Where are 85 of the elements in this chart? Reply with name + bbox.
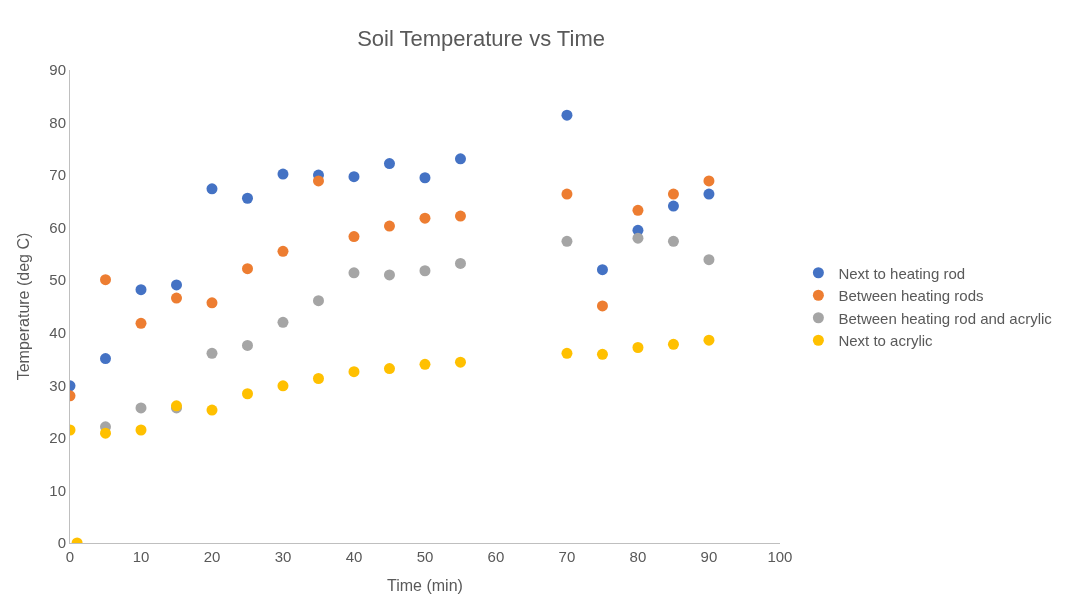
point <box>383 269 395 281</box>
y-tick-label: 70 <box>49 166 66 184</box>
point <box>277 245 289 257</box>
point <box>348 267 360 279</box>
x-tick-label: 20 <box>203 548 221 565</box>
point <box>703 188 715 200</box>
point <box>348 366 360 378</box>
point <box>383 220 395 232</box>
point <box>277 168 289 180</box>
y-tick-label: 80 <box>49 113 66 131</box>
y-tick-label: 60 <box>49 218 66 236</box>
point <box>454 210 466 222</box>
point <box>312 295 324 307</box>
point <box>206 347 218 359</box>
y-tick-label: 20 <box>49 429 66 447</box>
point <box>170 279 182 291</box>
point <box>419 212 431 224</box>
point <box>667 188 679 200</box>
point <box>135 284 147 296</box>
point <box>277 316 289 328</box>
point <box>667 200 679 212</box>
point <box>170 292 182 304</box>
x-tick-label: 60 <box>487 548 505 565</box>
point <box>241 388 253 400</box>
x-tick-label: 50 <box>416 548 434 565</box>
point <box>100 353 111 365</box>
point <box>348 231 360 243</box>
point <box>703 334 715 346</box>
x-tick-label: 70 <box>558 548 576 565</box>
x-tick-label: 10 <box>132 548 150 565</box>
point <box>596 348 608 360</box>
y-tick-label: 50 <box>49 271 66 289</box>
point <box>632 204 644 216</box>
x-tick-label: 30 <box>274 548 292 565</box>
point <box>100 274 111 286</box>
chart-title: Soil Temperature vs Time <box>357 25 605 51</box>
y-tick-label: 0 <box>57 534 66 552</box>
point <box>277 380 289 392</box>
y-tick-label: 90 <box>49 61 66 79</box>
point <box>419 172 431 184</box>
point <box>596 300 608 312</box>
x-tick-label: 100 <box>767 548 793 565</box>
point <box>135 317 147 329</box>
x-tick-label: 80 <box>629 548 647 565</box>
legend-label: Next to heating rod <box>838 264 966 282</box>
x-axis-title: Time (min) <box>387 576 463 594</box>
point <box>241 263 253 275</box>
legend-label: Between heating rod and acrylic <box>838 309 1053 327</box>
point <box>596 264 608 276</box>
point <box>667 338 679 350</box>
point <box>206 183 218 195</box>
point <box>312 175 324 187</box>
y-axis-title: Temperature (deg C) <box>15 232 33 381</box>
point <box>561 109 573 121</box>
point <box>383 158 395 170</box>
x-tick-label: 90 <box>700 548 718 565</box>
legend-label: Next to acrylic <box>838 332 934 350</box>
point <box>135 424 147 436</box>
point <box>100 427 111 439</box>
point <box>419 265 431 277</box>
point <box>241 339 253 351</box>
point <box>348 171 360 183</box>
point <box>206 404 218 416</box>
point <box>206 297 218 309</box>
point <box>561 235 573 247</box>
y-tick-label: 30 <box>49 376 66 394</box>
legend-label: Between heating rods <box>838 287 984 305</box>
point <box>241 192 253 204</box>
point <box>703 254 715 266</box>
point <box>454 356 466 368</box>
point <box>561 347 573 359</box>
point <box>419 358 431 370</box>
point <box>667 235 679 247</box>
point <box>561 188 573 200</box>
point <box>632 341 644 353</box>
point <box>454 153 466 165</box>
x-tick-label: 40 <box>345 548 363 565</box>
y-tick-label: 40 <box>49 324 66 342</box>
point <box>135 402 147 414</box>
point <box>632 232 644 244</box>
y-tick-label: 10 <box>49 481 66 499</box>
point <box>383 363 395 375</box>
point <box>312 373 324 384</box>
point <box>703 175 715 187</box>
point <box>454 257 466 269</box>
